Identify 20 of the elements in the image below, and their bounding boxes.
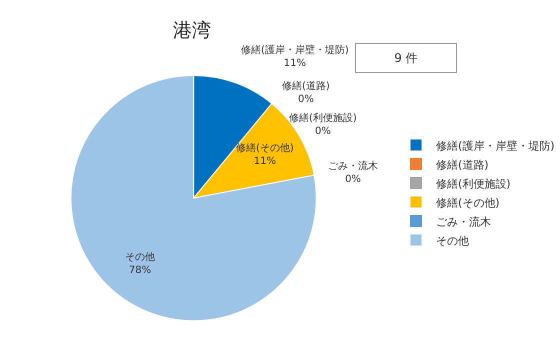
text: 0% (314, 126, 331, 137)
category-label: 修繕(道路) (282, 81, 330, 92)
legend-label: 修繕(道路) (436, 158, 489, 172)
data-label: 11% (254, 156, 276, 167)
text: 0% (345, 174, 361, 185)
slice-label: その他 (125, 251, 155, 263)
text: 0% (298, 94, 314, 105)
slice-label: 修繕(その他) (236, 142, 294, 154)
legend-label: ごみ・流木 (436, 215, 491, 228)
chart-title: 港湾 (173, 20, 211, 42)
legend-label: その他 (436, 234, 469, 248)
category-label: ごみ・流木 (328, 161, 378, 172)
data-label: 11% (284, 58, 306, 69)
legend-label: 修繕(護岸・岸壁・堤防) (436, 139, 555, 152)
text: 9 件 (394, 51, 418, 65)
data-label: 78% (128, 265, 152, 276)
legend-label: 修繕(利便施設) (436, 177, 511, 190)
slice-label: 修繕(護岸・岸壁・堤防) (241, 44, 349, 56)
category-label: 修繕(利便施設) (289, 113, 357, 124)
legend-label: 修繕(その他) (436, 196, 500, 210)
